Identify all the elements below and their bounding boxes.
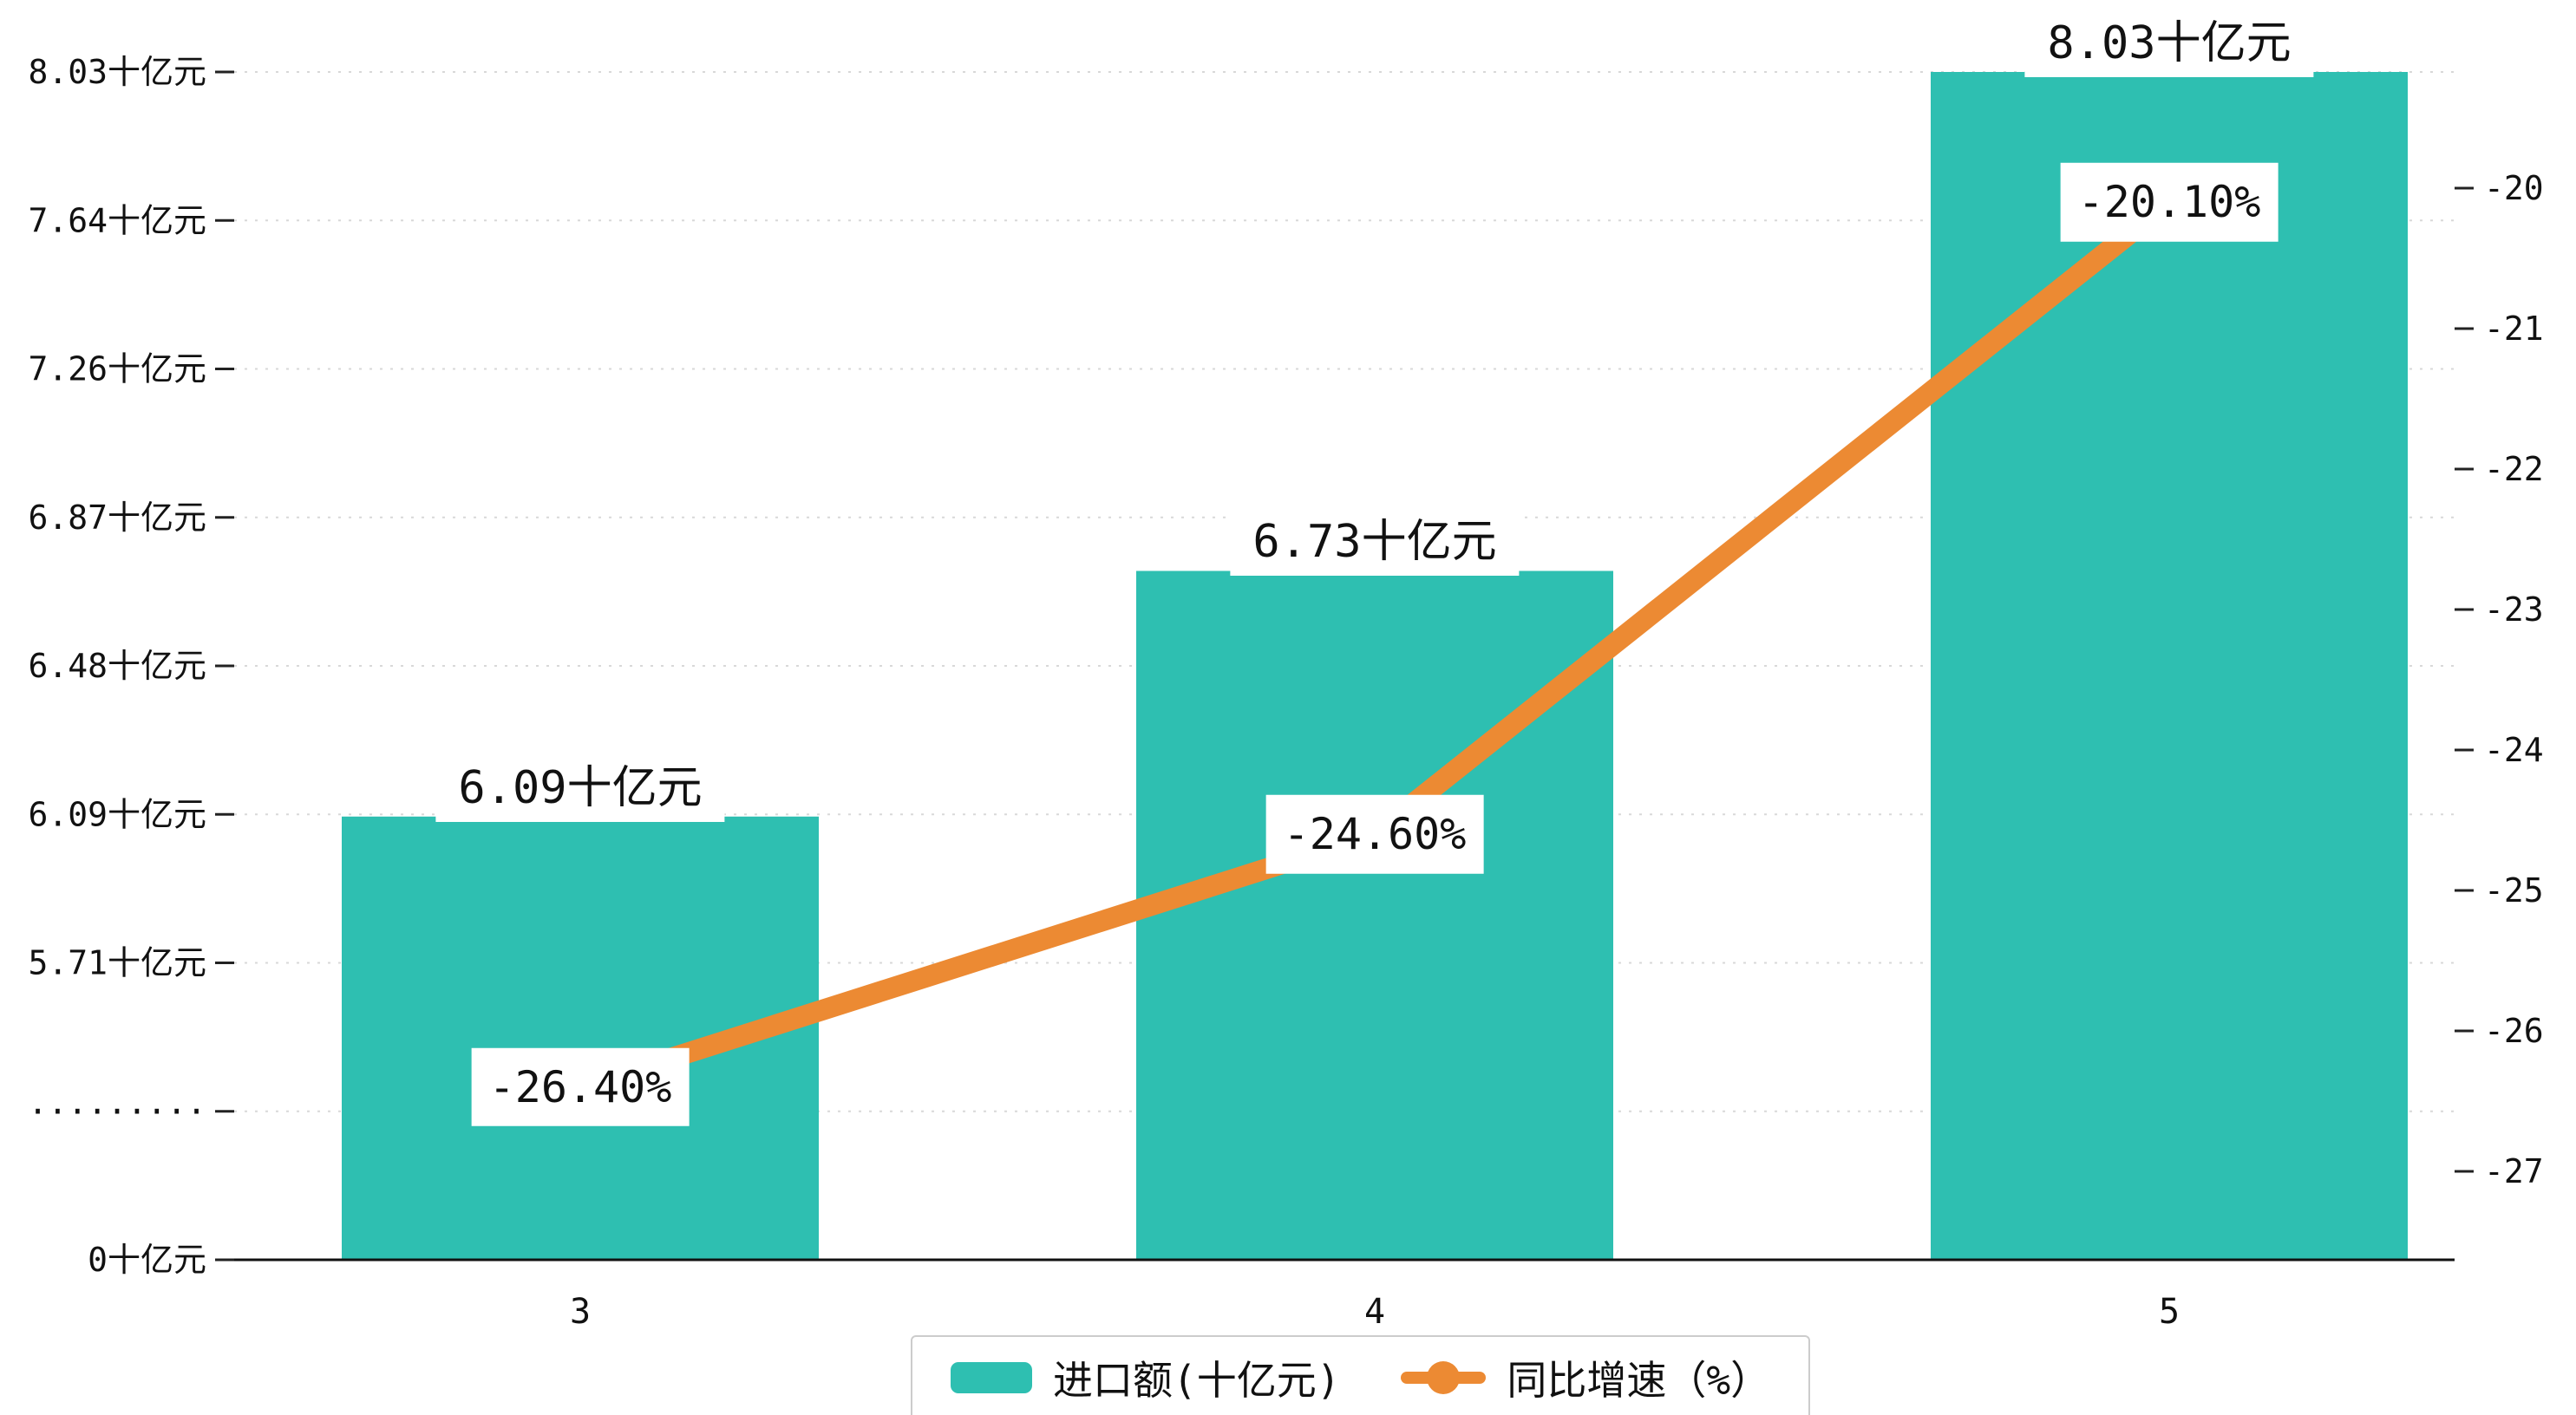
x-axis-tick-label: 4 [1364, 1292, 1385, 1332]
x-axis-tick-label: 5 [2159, 1292, 2180, 1332]
left-axis-tick-label: 7.64十亿元 [28, 201, 206, 239]
right-axis-tick-label: -27 [2484, 1152, 2544, 1190]
left-axis-tick-label: 5.71十亿元 [28, 944, 206, 982]
right-axis-tick-label: -22 [2484, 450, 2544, 488]
right-axis-tick-label: -25 [2484, 871, 2544, 910]
right-axis-tick-label: -20 [2484, 169, 2544, 207]
right-axis-tick-label: -23 [2484, 590, 2544, 629]
trend-point-3 [566, 1072, 595, 1102]
trend-point-4 [1360, 819, 1389, 850]
legend-item-growth: 同比增速（%） [1401, 1349, 1770, 1406]
left-axis-tick-label: 6.09十亿元 [28, 795, 206, 833]
left-axis-tick-label: ········· [28, 1092, 206, 1131]
legend-label-imports: 进口额(十亿元) [1053, 1357, 1341, 1404]
legend-item-imports: 进口额(十亿元) [951, 1349, 1340, 1406]
bar-5 [1931, 72, 2408, 1260]
line-swatch-dot-icon [1427, 1361, 1461, 1394]
legend: 进口额(十亿元) 同比增速（%） [911, 1335, 1811, 1415]
right-axis-tick-label: -21 [2484, 310, 2544, 348]
line-series-swatch-icon [1401, 1361, 1487, 1394]
x-axis-tick-label: 3 [570, 1292, 591, 1332]
trend-point-5 [2154, 187, 2184, 218]
right-axis-tick-label: -26 [2484, 1012, 2544, 1050]
bar-series-swatch-icon [951, 1362, 1032, 1393]
legend-label-growth: 同比增速（%） [1507, 1357, 1771, 1404]
left-axis-tick-label: 7.26十亿元 [28, 350, 206, 388]
left-axis-tick-label: 0十亿元 [88, 1241, 206, 1279]
left-axis-tick-label: 6.87十亿元 [28, 499, 206, 537]
left-axis-tick-label: 8.03十亿元 [28, 53, 206, 91]
right-axis-tick-label: -24 [2484, 731, 2544, 769]
left-axis-tick-label: 6.48十亿元 [28, 647, 206, 685]
bar-4 [1136, 571, 1613, 1260]
